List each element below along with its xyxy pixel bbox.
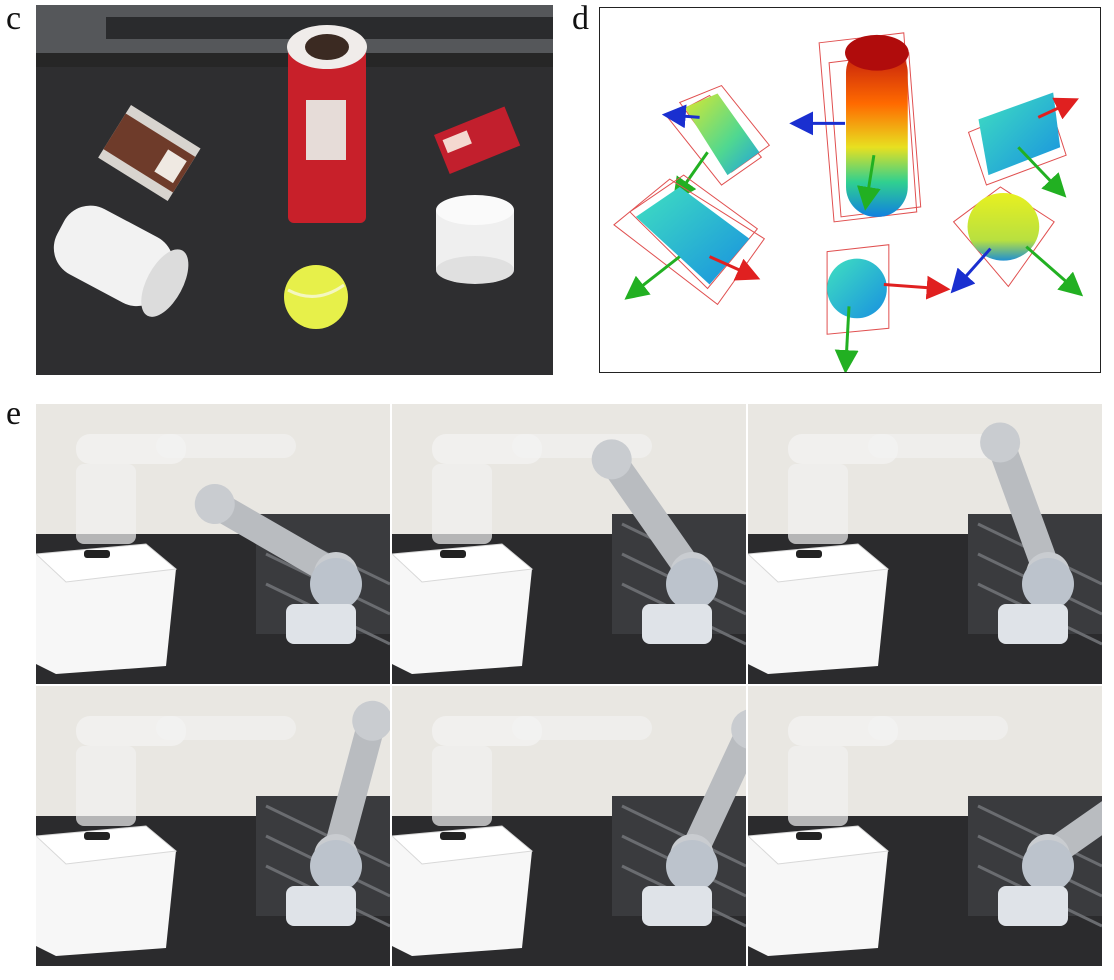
pointcloud-cylinder-standing (950, 186, 1084, 297)
pointcloud-chips-can (789, 32, 922, 223)
pointcloud-ball (826, 244, 951, 372)
jello-box (434, 106, 521, 174)
pointcloud-cylinder-lying (613, 174, 766, 306)
frame-1 (36, 404, 390, 684)
frame-3 (748, 404, 1102, 684)
white-cylinder-lying (53, 205, 189, 317)
frame-6 (748, 686, 1102, 966)
pointcloud-box-small (661, 84, 771, 202)
frame-5 (392, 686, 746, 966)
cereal-box (98, 105, 201, 202)
panel-d-pointcloud-view (599, 7, 1101, 373)
panel-label-e: e (6, 395, 22, 432)
panel-label-c: c (6, 0, 22, 37)
pointcloud-jello-box (967, 92, 1079, 198)
panel-c-photo (36, 5, 553, 375)
chips-can (287, 25, 367, 223)
frame-2 (392, 404, 746, 684)
panel-label-d: d (572, 0, 589, 37)
panel-e-frames (36, 404, 1102, 970)
frame-4 (36, 686, 390, 966)
white-cylinder-standing (436, 195, 514, 284)
